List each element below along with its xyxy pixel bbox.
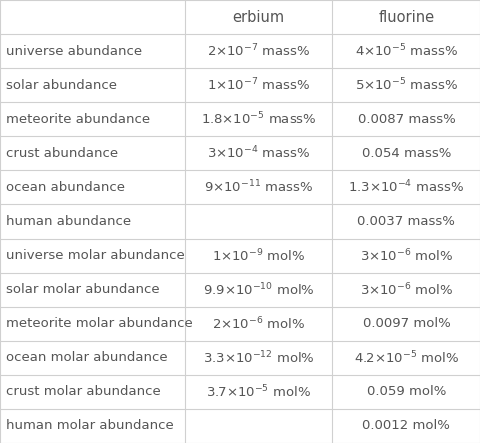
Text: 0.0087 mass%: 0.0087 mass% [357, 113, 454, 126]
Text: ocean abundance: ocean abundance [6, 181, 124, 194]
Text: $9{\times}10^{-11}$ mass%: $9{\times}10^{-11}$ mass% [204, 179, 312, 196]
Text: $3{\times}10^{-4}$ mass%: $3{\times}10^{-4}$ mass% [206, 145, 310, 162]
Text: solar abundance: solar abundance [6, 79, 117, 92]
Text: $9.9{\times}10^{-10}$ mol%: $9.9{\times}10^{-10}$ mol% [203, 281, 314, 298]
Text: 0.0037 mass%: 0.0037 mass% [357, 215, 455, 228]
Text: human abundance: human abundance [6, 215, 131, 228]
Text: $1.8{\times}10^{-5}$ mass%: $1.8{\times}10^{-5}$ mass% [200, 111, 316, 128]
Text: $3.7{\times}10^{-5}$ mol%: $3.7{\times}10^{-5}$ mol% [206, 384, 311, 400]
Text: 0.0012 mol%: 0.0012 mol% [362, 420, 449, 432]
Text: erbium: erbium [232, 10, 284, 24]
Text: $3{\times}10^{-6}$ mol%: $3{\times}10^{-6}$ mol% [359, 247, 452, 264]
Text: crust molar abundance: crust molar abundance [6, 385, 160, 398]
Text: $4.2{\times}10^{-5}$ mol%: $4.2{\times}10^{-5}$ mol% [353, 350, 458, 366]
Text: $1{\times}10^{-7}$ mass%: $1{\times}10^{-7}$ mass% [206, 77, 310, 93]
Text: $3.3{\times}10^{-12}$ mol%: $3.3{\times}10^{-12}$ mol% [203, 350, 314, 366]
Text: 0.059 mol%: 0.059 mol% [366, 385, 445, 398]
Text: $1{\times}10^{-9}$ mol%: $1{\times}10^{-9}$ mol% [212, 247, 305, 264]
Text: meteorite molar abundance: meteorite molar abundance [6, 317, 192, 330]
Text: crust abundance: crust abundance [6, 147, 118, 160]
Text: $5{\times}10^{-5}$ mass%: $5{\times}10^{-5}$ mass% [354, 77, 457, 93]
Text: human molar abundance: human molar abundance [6, 420, 173, 432]
Text: ocean molar abundance: ocean molar abundance [6, 351, 167, 364]
Text: 0.0097 mol%: 0.0097 mol% [362, 317, 449, 330]
Text: meteorite abundance: meteorite abundance [6, 113, 150, 126]
Text: $3{\times}10^{-6}$ mol%: $3{\times}10^{-6}$ mol% [359, 281, 452, 298]
Text: 0.054 mass%: 0.054 mass% [361, 147, 450, 160]
Text: $2{\times}10^{-7}$ mass%: $2{\times}10^{-7}$ mass% [206, 43, 310, 59]
Text: solar molar abundance: solar molar abundance [6, 283, 159, 296]
Text: $1.3{\times}10^{-4}$ mass%: $1.3{\times}10^{-4}$ mass% [348, 179, 464, 196]
Text: $4{\times}10^{-5}$ mass%: $4{\times}10^{-5}$ mass% [354, 43, 457, 59]
Text: universe abundance: universe abundance [6, 45, 142, 58]
Text: $2{\times}10^{-6}$ mol%: $2{\times}10^{-6}$ mol% [212, 315, 305, 332]
Text: fluorine: fluorine [378, 10, 433, 24]
Text: universe molar abundance: universe molar abundance [6, 249, 184, 262]
